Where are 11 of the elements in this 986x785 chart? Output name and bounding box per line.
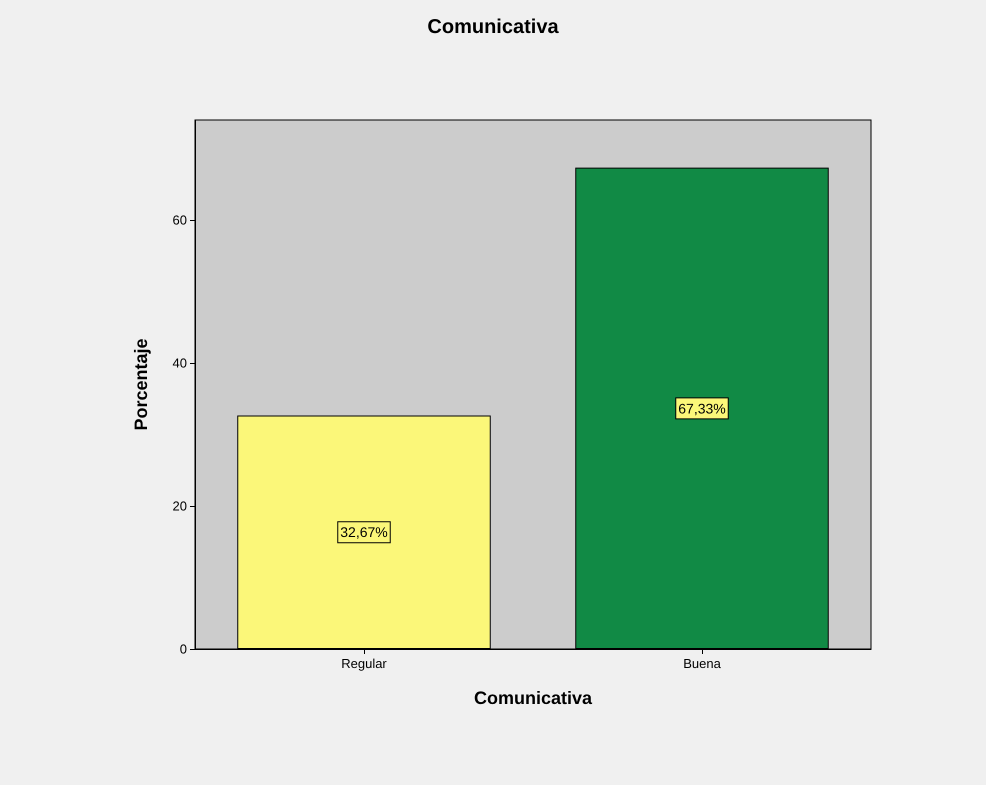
x-tick-label: Regular [341,656,388,671]
data-label: 32,67% [340,524,388,540]
chart-title: Comunicativa [427,16,560,38]
y-tick-label: 60 [172,212,187,228]
y-tick-label: 40 [172,356,187,371]
data-label: 67,33% [678,400,726,416]
y-tick-label: 20 [172,498,187,514]
y-tick-label: 0 [180,642,187,656]
x-tick-label: Buena [683,656,722,671]
y-axis-title: Porcentaje [131,338,151,431]
x-axis-title: Comunicativa [474,688,593,708]
